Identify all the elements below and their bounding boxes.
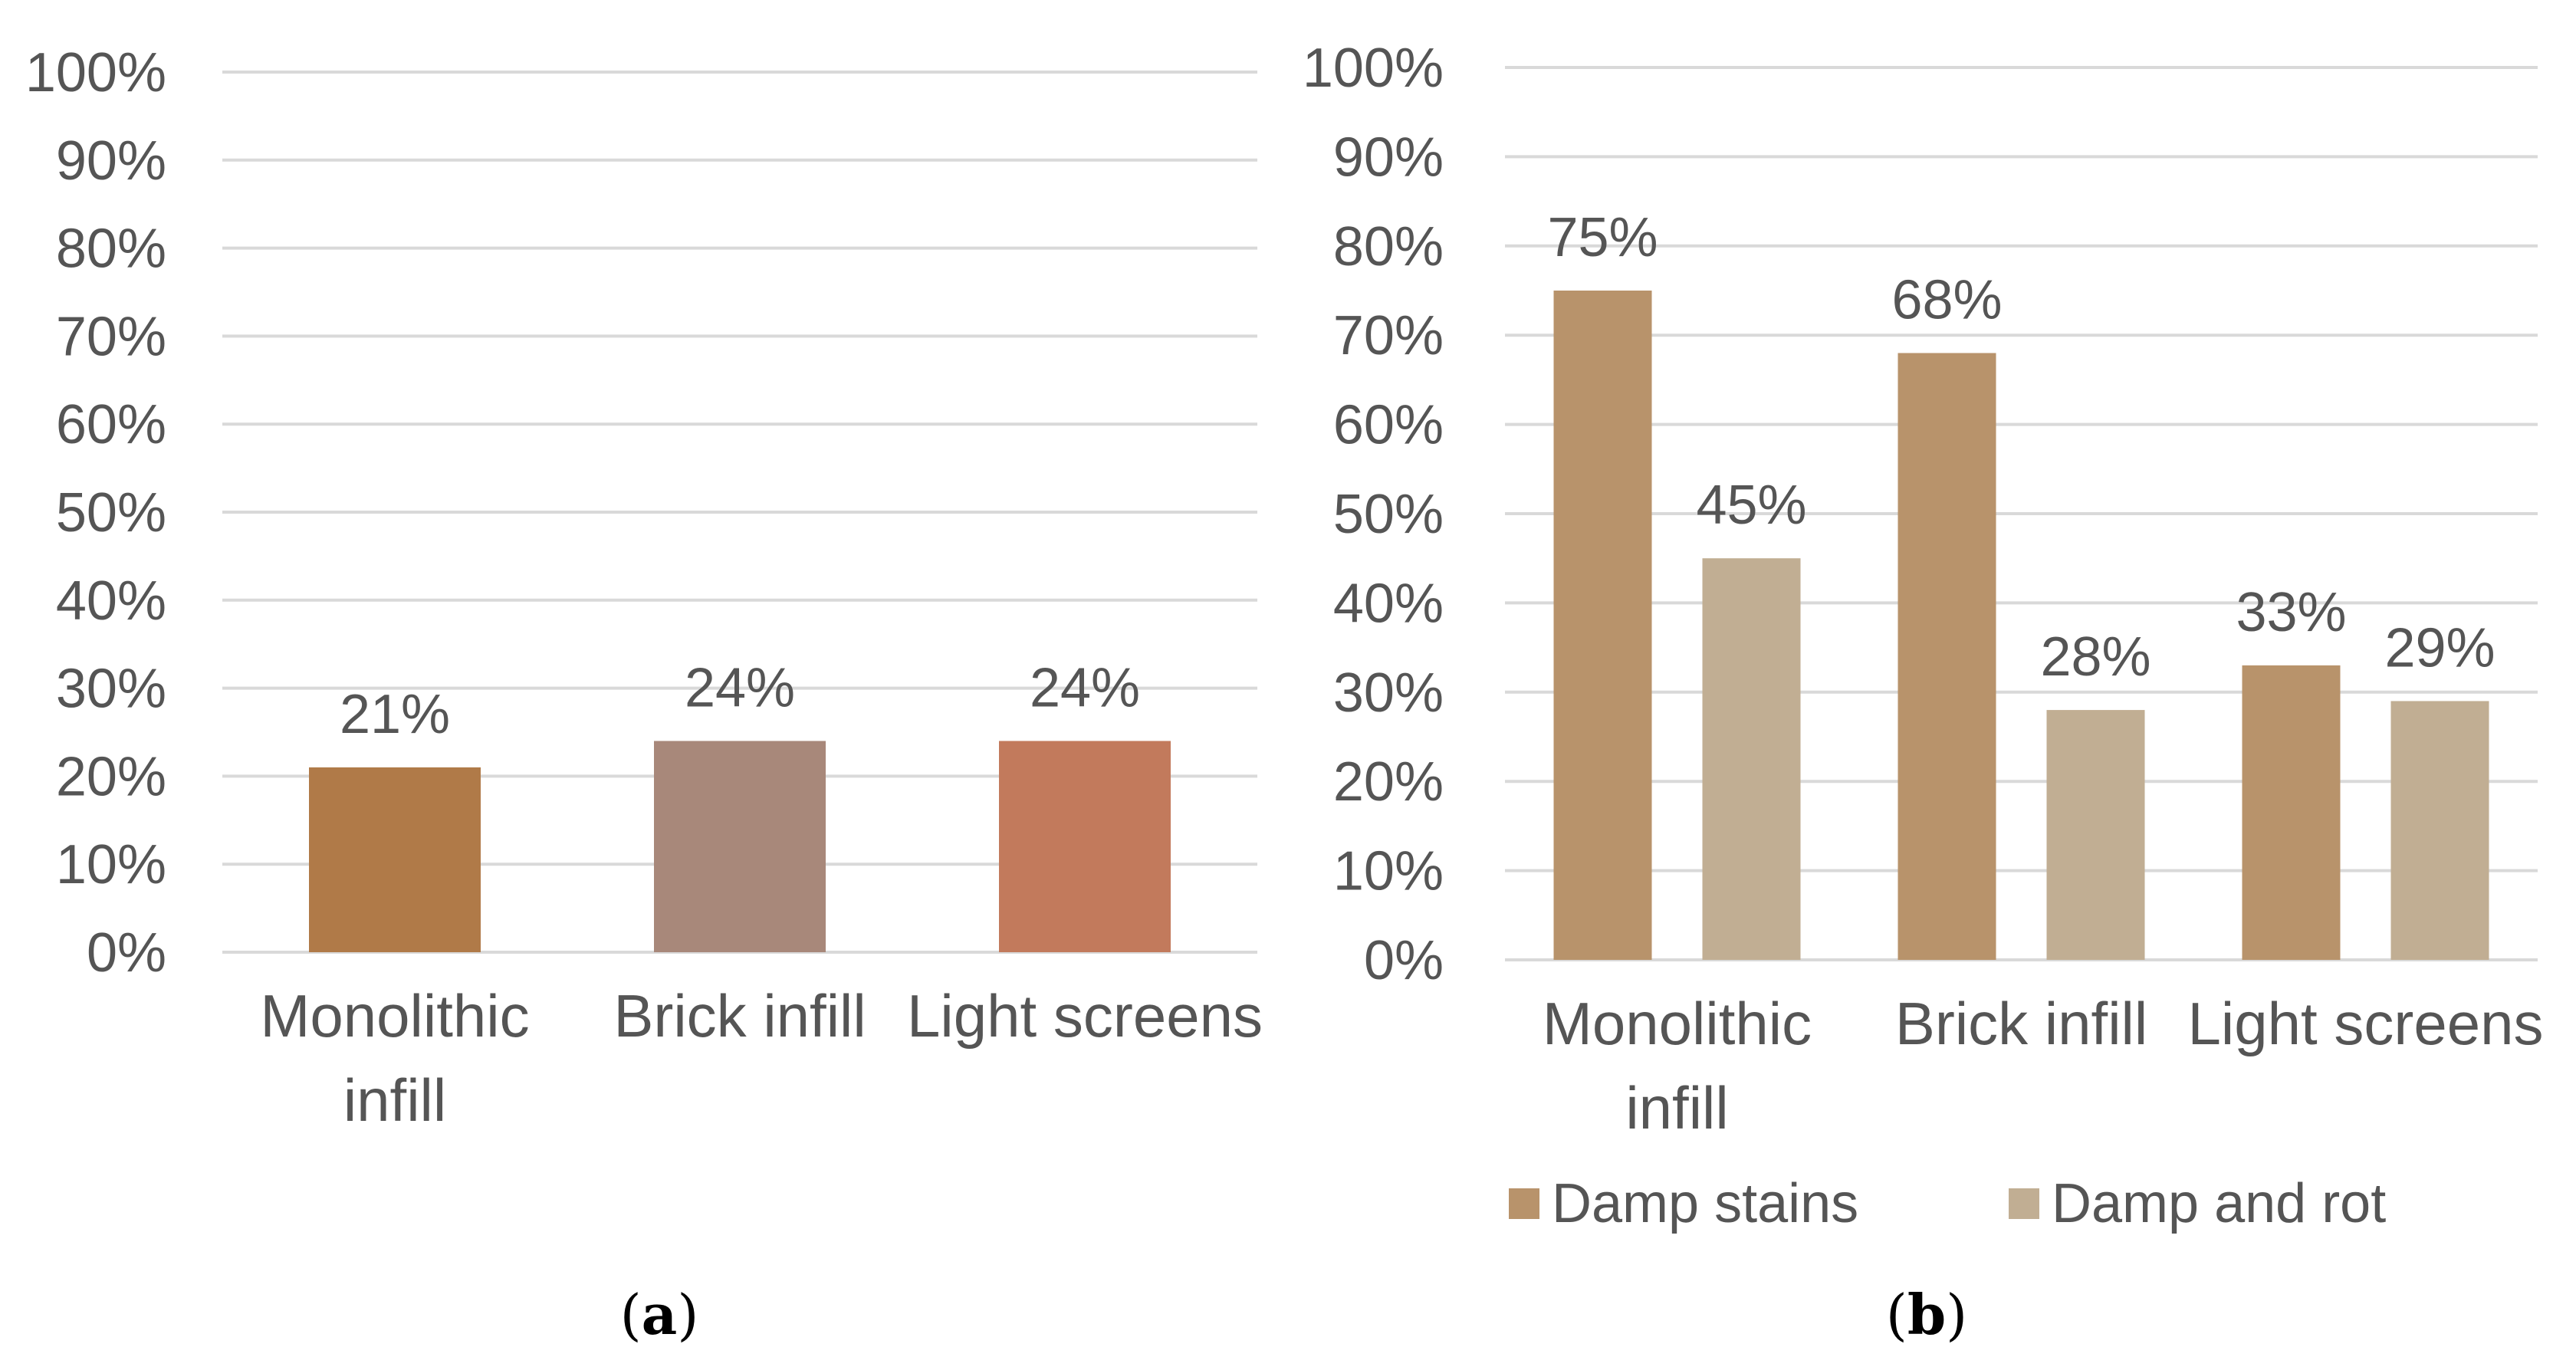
bar <box>1553 291 1652 960</box>
legend-label: Damp stains <box>1552 1173 1858 1234</box>
y-tick-label: 70% <box>56 306 166 367</box>
bar <box>1702 558 1801 960</box>
bar <box>654 741 826 952</box>
y-tick-label: 60% <box>56 394 166 455</box>
y-tick-label: 20% <box>1333 751 1444 813</box>
y-tick-label: 30% <box>56 659 166 720</box>
y-tick-label: 100% <box>1303 38 1444 99</box>
y-tick-label: 0% <box>87 922 166 984</box>
legend-label: Damp and rot <box>2052 1173 2386 1234</box>
y-tick-label: 90% <box>56 130 166 192</box>
bar <box>1898 353 1996 961</box>
x-category-label: Light screens <box>2188 990 2544 1057</box>
y-tick-label: 40% <box>1333 573 1444 634</box>
panel-label-a: (a) <box>620 1282 699 1347</box>
y-tick-label: 60% <box>1333 395 1444 456</box>
x-category-label: Monolithic <box>1543 990 1812 1057</box>
y-tick-label: 100% <box>25 42 166 104</box>
chart-panel-b: 0% 10% 20% 30% 40% 50% 60% 70% 80% 90% 100% 75% 45% M… <box>1303 38 2544 1234</box>
y-tick-label: 50% <box>56 482 166 544</box>
data-label: 24% <box>1030 657 1140 718</box>
data-label: 29% <box>2384 617 2495 678</box>
bar <box>2390 701 2489 960</box>
data-label: 33% <box>2236 582 2346 643</box>
x-category-label: Light screens <box>907 982 1263 1050</box>
data-label: 24% <box>685 657 795 718</box>
y-tick-label: 20% <box>56 746 166 807</box>
data-label: 45% <box>1696 475 1806 536</box>
y-tick-label: 70% <box>1333 305 1444 366</box>
data-label: 28% <box>2040 626 2150 688</box>
y-tick-label: 10% <box>1333 841 1444 902</box>
x-category-label: Brick infill <box>613 982 866 1050</box>
data-label: 68% <box>1891 269 2002 330</box>
bar <box>999 741 1171 952</box>
y-tick-label: 80% <box>56 219 166 280</box>
x-category-label: infill <box>343 1066 446 1134</box>
bar <box>2046 710 2145 960</box>
y-tick-label: 80% <box>1333 216 1444 278</box>
y-tick-label: 0% <box>1364 930 1444 991</box>
panel-label-b: (b) <box>1886 1282 1968 1347</box>
y-tick-label: 30% <box>1333 662 1444 724</box>
x-category-label: Brick infill <box>1895 990 2147 1057</box>
chart-panel-a: 0% 10% 20% 30% 40% 50% 60% 70% 80% 90% 100% 21% Mono… <box>25 42 1263 1134</box>
x-category-label: infill <box>1625 1074 1728 1142</box>
bar <box>309 767 481 952</box>
y-tick-label: 40% <box>56 570 166 632</box>
legend-swatch <box>2009 1188 2039 1219</box>
y-tick-label: 90% <box>1333 127 1444 188</box>
bar <box>2242 665 2341 960</box>
legend-swatch <box>1509 1188 1539 1219</box>
data-label: 75% <box>1547 207 1658 268</box>
x-category-label: Monolithic <box>260 982 529 1050</box>
data-label: 21% <box>340 684 450 745</box>
y-tick-label: 50% <box>1333 484 1444 545</box>
y-tick-label: 10% <box>56 834 166 895</box>
